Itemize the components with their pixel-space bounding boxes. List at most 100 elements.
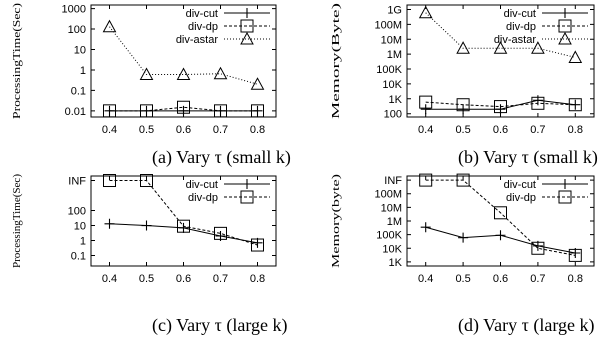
data-point-div-dp <box>419 173 433 187</box>
y-axis-label: Memory(byte) <box>330 174 342 268</box>
data-point-div-dp <box>177 219 190 233</box>
data-point-div-astar <box>531 41 545 54</box>
legend-marker-div-cut <box>242 8 252 18</box>
data-point-div-dp <box>214 104 227 118</box>
x-tick-label: 0.4 <box>418 273 433 285</box>
legend-label: div-cut <box>186 179 218 191</box>
y-axis-label: ProcessingTime(Sec) <box>11 3 23 119</box>
data-point-div-astar <box>176 67 191 80</box>
y-tick-label: 1K <box>389 257 403 269</box>
legend-label: div-cut <box>504 8 536 20</box>
y-tick-label: 1 <box>80 65 86 77</box>
data-point-div-dp <box>214 226 227 240</box>
data-point-div-astar <box>250 77 265 90</box>
data-point-div-dp <box>568 98 582 112</box>
legend-label: div-dp <box>506 21 536 33</box>
panel-caption: (d) Vary τ (large k) <box>458 315 595 336</box>
plot-frame <box>90 4 277 118</box>
legend-label: div-cut <box>186 8 218 20</box>
legend-marker-div-dp <box>240 190 254 204</box>
legend-label: div-cut <box>504 179 536 191</box>
y-tick-label: 100M <box>374 189 402 201</box>
legend-label: div-dp <box>188 192 218 204</box>
x-tick-label: 0.4 <box>102 124 117 136</box>
data-point-div-dp <box>419 95 433 109</box>
y-tick-label: 0.01 <box>65 106 86 118</box>
y-tick-label: 0.1 <box>71 251 86 263</box>
x-tick-label: 0.5 <box>455 124 470 136</box>
y-tick-label: 10M <box>381 202 402 214</box>
y-tick-label: 100 <box>384 109 402 121</box>
y-tick-label: 1000 <box>62 4 86 16</box>
data-point-div-astar <box>456 41 470 54</box>
data-point-div-cut <box>178 105 189 116</box>
data-point-div-cut <box>458 104 469 115</box>
data-point-div-dp <box>531 96 545 110</box>
panel-caption: (c) Vary τ (large k) <box>152 315 288 336</box>
y-tick-label: 10K <box>382 243 402 255</box>
data-point-div-astar <box>102 19 117 33</box>
data-point-div-astar <box>493 41 508 54</box>
data-point-div-dp <box>177 100 190 114</box>
data-point-div-dp <box>568 248 582 262</box>
x-tick-label: 0.6 <box>176 273 191 285</box>
data-point-div-astar <box>139 67 154 80</box>
x-tick-label: 0.8 <box>250 124 265 136</box>
y-tick-label: 1G <box>387 4 402 16</box>
legend-marker-div-cut <box>560 179 570 189</box>
y-tick-label: 10M <box>381 34 402 46</box>
data-point-div-dp <box>531 241 545 255</box>
panel-caption: (a) Vary τ (small k) <box>152 147 291 168</box>
y-axis-label: Memory(Byte) <box>330 2 342 119</box>
y-tick-label: 1M <box>387 216 402 228</box>
y-tick-label: INF <box>384 175 402 187</box>
x-tick-label: 0.8 <box>568 124 583 136</box>
data-point-div-cut <box>495 230 506 241</box>
y-tick-label: 1 <box>80 236 86 248</box>
y-axis-label: ProcessingTime(Sec) <box>11 174 23 268</box>
data-point-div-dp <box>494 100 507 114</box>
data-point-div-dp <box>251 238 264 252</box>
x-tick-label: 0.4 <box>418 124 433 136</box>
x-tick-label: 0.8 <box>568 273 583 285</box>
series-line-div-dp <box>425 179 576 256</box>
data-point-div-dp <box>140 174 153 188</box>
legend-marker-div-cut <box>242 179 252 189</box>
data-point-div-dp <box>251 104 264 118</box>
x-tick-label: 0.6 <box>493 124 508 136</box>
data-point-div-dp <box>494 206 507 220</box>
data-point-div-dp <box>456 98 470 112</box>
legend-marker-div-cut <box>560 8 570 18</box>
y-tick-label: 1M <box>387 49 402 61</box>
x-tick-label: 0.5 <box>139 124 154 136</box>
chart-panel-2: 100 1K 10K 100K 1M 10M 100M 1G 0.4 0.5 0.6 0.7 0.8 Me… <box>330 2 598 168</box>
y-tick-label: 100 <box>68 206 86 218</box>
legend-marker-div-dp <box>558 190 572 204</box>
y-tick-label: 10K <box>382 79 402 91</box>
y-tick-label: 100K <box>376 64 402 76</box>
x-tick-label: 0.7 <box>213 273 228 285</box>
data-point-div-dp <box>456 173 470 187</box>
series-line-div-dp <box>109 180 258 246</box>
plot-frame <box>90 175 277 267</box>
plot-frame <box>406 175 595 267</box>
y-tick-label: 10 <box>74 44 86 56</box>
data-point-div-astar <box>213 66 228 80</box>
data-point-div-cut <box>104 218 115 229</box>
x-tick-label: 0.4 <box>102 273 117 285</box>
y-tick-label: 1K <box>389 94 403 106</box>
x-tick-label: 0.6 <box>176 124 191 136</box>
data-point-div-cut <box>178 222 189 233</box>
data-point-div-dp <box>103 104 116 118</box>
data-point-div-cut <box>141 220 152 231</box>
y-tick-label: 100K <box>376 230 402 242</box>
chart-panel-3: 0.1 1 10 100 INF 0.4 0.5 0.6 0.7 0.8 ProcessingTim… <box>11 174 288 336</box>
panel-caption: (b) Vary τ (small k) <box>458 147 598 168</box>
x-tick-label: 0.8 <box>250 273 265 285</box>
x-tick-label: 0.7 <box>530 124 545 136</box>
data-point-div-astar <box>568 50 583 63</box>
data-point-div-astar <box>418 5 433 19</box>
